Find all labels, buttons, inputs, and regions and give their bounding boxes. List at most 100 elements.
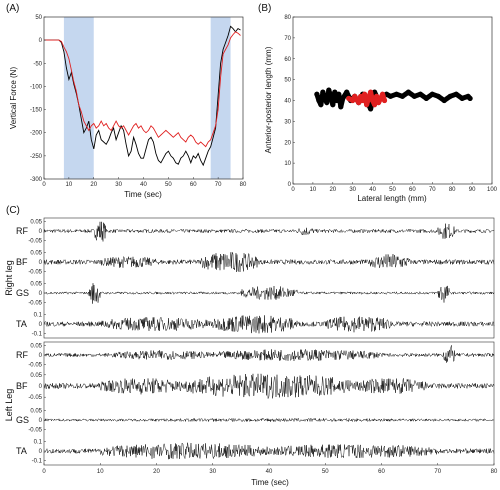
emg-channel-label: RF xyxy=(16,350,28,360)
group-label-left-leg: Left Leg xyxy=(4,389,14,422)
cop-ytick-label: 40 xyxy=(284,99,291,105)
emg-xtick-label: 10 xyxy=(97,469,104,475)
cop-point xyxy=(328,93,334,99)
emg-ytick-label: 0 xyxy=(39,449,43,455)
cop-xtick-label: 10 xyxy=(310,187,317,193)
emg-ytick-label: -0.05 xyxy=(28,301,42,307)
cop-point xyxy=(393,91,400,97)
cop-point xyxy=(356,99,362,106)
cop-xtick-label: 50 xyxy=(389,187,396,193)
cop-point xyxy=(370,97,376,104)
emg-trace-left-leg-gs xyxy=(43,417,495,423)
cop-xtick-label: 60 xyxy=(409,187,416,193)
shaded-region-1 xyxy=(210,17,231,179)
force-xtick-label: 60 xyxy=(190,182,197,188)
cop-point xyxy=(435,93,441,99)
cop-point xyxy=(417,91,423,97)
cop-xtick-label: 20 xyxy=(329,187,336,193)
emg-ytick-label: -0.05 xyxy=(28,363,42,369)
force-chart: 0 10 20 30 40 50 60 70 80 50 0 -50 -100 -150 -200 -250 -… xyxy=(9,15,247,199)
cop-point xyxy=(344,89,350,95)
emg-ytick-label: 0.05 xyxy=(30,408,42,414)
emg-channel-label: TA xyxy=(16,319,27,329)
force-chart-xlabel: Time (sec) xyxy=(124,190,162,199)
force-series-1 xyxy=(44,31,241,148)
cop-point xyxy=(352,93,358,99)
emg-trace-right-leg-rf xyxy=(43,221,495,242)
cop-ytick-label: 80 xyxy=(284,15,291,21)
force-xtick-label: 0 xyxy=(42,182,46,188)
cop-xtick-label: 80 xyxy=(449,187,456,193)
emg-ytick-label: -0.1 xyxy=(32,332,43,338)
force-ytick-label: 50 xyxy=(35,15,42,21)
emg-ytick-label: 0.05 xyxy=(30,343,42,349)
cop-chart-ylabel: Anterior-posterior length (mm) xyxy=(264,46,273,153)
cop-xtick-label: 70 xyxy=(429,187,436,193)
cop-point xyxy=(332,89,338,95)
emg-channel-label: GS xyxy=(16,415,29,425)
cop-point xyxy=(467,95,473,102)
cop-point xyxy=(334,97,340,104)
force-xtick-label: 30 xyxy=(115,182,122,188)
force-ytick-label: 0 xyxy=(39,38,43,44)
emg-xtick-label: 0 xyxy=(42,469,46,475)
emg-ytick-label: 0 xyxy=(39,322,43,328)
force-xtick-label: 40 xyxy=(140,182,147,188)
cop-point xyxy=(330,102,336,108)
emg-group-frame xyxy=(43,341,495,466)
cop-xtick-label: 30 xyxy=(349,187,356,193)
force-xtick-label: 70 xyxy=(215,182,222,188)
cop-point xyxy=(350,97,356,104)
cop-ytick-label: 0 xyxy=(288,182,292,188)
emg-trace-right-leg-ta xyxy=(43,315,495,334)
cop-chart: 0 10 20 30 40 50 60 70 80 90 10001020304050607080 … xyxy=(264,15,498,203)
emg-ytick-label: -0.05 xyxy=(28,239,42,245)
cop-point xyxy=(336,91,342,97)
emg-trace-left-leg-ta xyxy=(43,442,495,460)
emg-ytick-label: -0.05 xyxy=(28,395,42,401)
emg-channel-label: GS xyxy=(16,288,29,298)
emg-ytick-label: 0 xyxy=(39,229,43,235)
cop-point xyxy=(368,89,374,95)
panel-label-c: (C) xyxy=(6,205,20,216)
cop-point xyxy=(366,95,372,102)
emg-xtick-label: 80 xyxy=(491,469,498,475)
panel-label-b: (B) xyxy=(258,3,271,14)
cop-ytick-label: 10 xyxy=(284,161,291,167)
emg-trace-right-leg-bf xyxy=(43,252,495,273)
cop-point xyxy=(316,97,322,104)
force-ytick-label: -100 xyxy=(30,84,43,90)
cop-point xyxy=(399,93,406,99)
cop-ytick-label: 70 xyxy=(284,36,291,42)
cop-point xyxy=(371,102,378,108)
cop-point xyxy=(368,106,374,112)
cop-point xyxy=(358,93,364,99)
emg-trace-left-leg-rf xyxy=(43,345,495,363)
cop-point xyxy=(340,95,346,102)
emg-xtick-label: 40 xyxy=(266,469,273,475)
cop-point xyxy=(441,97,447,104)
force-ytick-label: -300 xyxy=(30,177,43,183)
emg-trace-right-leg-gs xyxy=(43,283,495,304)
cop-point xyxy=(375,99,382,106)
emg-channel-label: BF xyxy=(16,257,28,267)
emg-group-frame xyxy=(43,217,495,339)
cop-point xyxy=(320,89,326,95)
cop-ytick-label: 30 xyxy=(284,119,291,125)
cop-ytick-label: 50 xyxy=(284,78,291,84)
cop-point xyxy=(314,91,320,97)
emg-xtick-label: 70 xyxy=(434,469,441,475)
emg-ytick-label: 0.1 xyxy=(34,439,43,445)
emg-ytick-label: 0.1 xyxy=(34,312,43,318)
emg-ytick-label: 0 xyxy=(39,418,43,424)
emg-xtick-label: 20 xyxy=(153,469,160,475)
cop-point xyxy=(362,91,368,97)
cop-point xyxy=(429,91,435,97)
cop-point xyxy=(318,102,324,108)
cop-chart-xlabel: Lateral length (mm) xyxy=(357,194,427,203)
cop-point xyxy=(373,93,380,99)
emg-xtick-label: 50 xyxy=(322,469,329,475)
emg-channel-label: RF xyxy=(16,226,28,236)
cop-point xyxy=(379,91,386,97)
